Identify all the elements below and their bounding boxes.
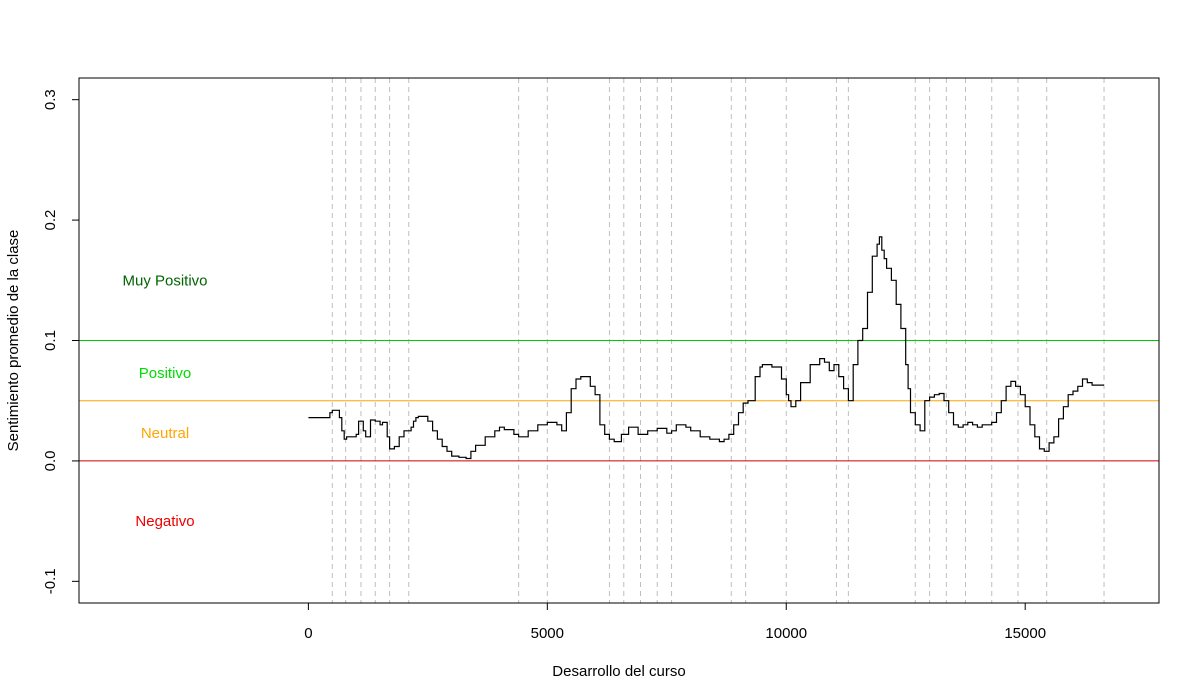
- y-axis-label: Sentimiento promedio de la clase: [5, 230, 22, 452]
- y-tick-label-3: 0.2: [42, 210, 59, 231]
- x-axis: 0 5000 10000 15000: [304, 602, 1046, 642]
- series-layer: [308, 236, 1104, 460]
- y-tick-label-1: 0.0: [42, 450, 59, 471]
- y-axis: -0.1 0.0 0.1 0.2 0.3: [42, 89, 80, 594]
- zone-label-0: Muy Positivo: [123, 272, 208, 289]
- y-tick-label-2: 0.1: [42, 330, 59, 351]
- x-tick-label-1: 5000: [531, 625, 564, 642]
- x-axis-label: Desarrollo del curso: [552, 663, 685, 680]
- threshold-lines: [79, 340, 1159, 462]
- x-tick-label-2: 10000: [765, 625, 807, 642]
- x-tick-label-0: 0: [304, 625, 312, 642]
- series-line-0: [308, 236, 1104, 460]
- zone-labels: Muy Positivo Positivo Neutral Negativo: [123, 272, 208, 530]
- zone-label-2: Neutral: [141, 425, 189, 442]
- x-tick-label-3: 15000: [1004, 625, 1046, 642]
- y-tick-label-4: 0.3: [42, 89, 59, 110]
- y-tick-label-0: -0.1: [42, 568, 59, 594]
- zone-label-1: Positivo: [139, 365, 192, 382]
- zone-label-3: Negativo: [135, 513, 194, 530]
